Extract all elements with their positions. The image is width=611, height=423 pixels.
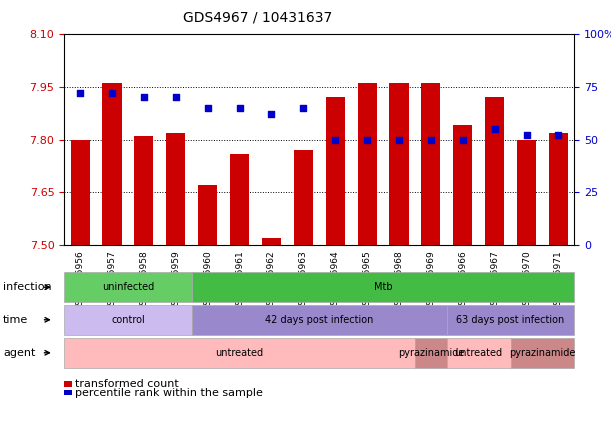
Bar (485, 97, 504, 245)
Point (235, 104, 244, 111)
Text: pyrazinamide: pyrazinamide (509, 348, 576, 358)
Text: control: control (111, 315, 145, 325)
Point (107, 90, 117, 96)
Bar (294, 150, 313, 245)
Bar (415, 338, 447, 368)
Text: agent: agent (3, 348, 35, 358)
Bar (103, 83, 122, 245)
Bar (70, 140, 90, 245)
Bar (64, 390, 72, 395)
Bar (511, 338, 574, 368)
Bar (549, 132, 568, 245)
Point (522, 132, 532, 139)
Bar (326, 97, 345, 245)
Text: 42 days post infection: 42 days post infection (265, 315, 373, 325)
Point (426, 136, 436, 143)
Point (362, 136, 372, 143)
Bar (192, 272, 574, 302)
Point (75, 90, 85, 96)
Point (298, 104, 308, 111)
Bar (134, 136, 153, 245)
Bar (262, 238, 281, 245)
Bar (64, 272, 192, 302)
Text: time: time (3, 315, 28, 325)
Bar (389, 83, 409, 245)
Bar (64, 305, 192, 335)
Text: GDS4967 / 10431637: GDS4967 / 10431637 (183, 11, 332, 25)
Bar (64, 338, 415, 368)
Text: 63 days post infection: 63 days post infection (456, 315, 565, 325)
Bar (64, 381, 72, 387)
Point (203, 104, 213, 111)
Point (171, 94, 181, 101)
Bar (230, 154, 249, 245)
Text: percentile rank within the sample: percentile rank within the sample (75, 387, 263, 398)
Point (554, 132, 563, 139)
Bar (447, 305, 574, 335)
Bar (166, 132, 185, 245)
Point (394, 136, 404, 143)
Point (490, 126, 500, 132)
Text: transformed count: transformed count (75, 379, 179, 389)
Bar (517, 140, 536, 245)
Text: untreated: untreated (455, 348, 503, 358)
Point (331, 136, 340, 143)
Text: untreated: untreated (216, 348, 263, 358)
Point (139, 94, 148, 101)
Bar (192, 305, 447, 335)
Bar (422, 83, 441, 245)
Text: pyrazinamide: pyrazinamide (398, 348, 464, 358)
Bar (198, 185, 218, 245)
Bar (447, 338, 511, 368)
Bar (453, 126, 472, 245)
Point (266, 111, 276, 118)
Text: Mtb: Mtb (374, 282, 392, 292)
Text: infection: infection (3, 282, 52, 292)
Text: uninfected: uninfected (102, 282, 154, 292)
Point (458, 136, 467, 143)
Bar (357, 83, 376, 245)
